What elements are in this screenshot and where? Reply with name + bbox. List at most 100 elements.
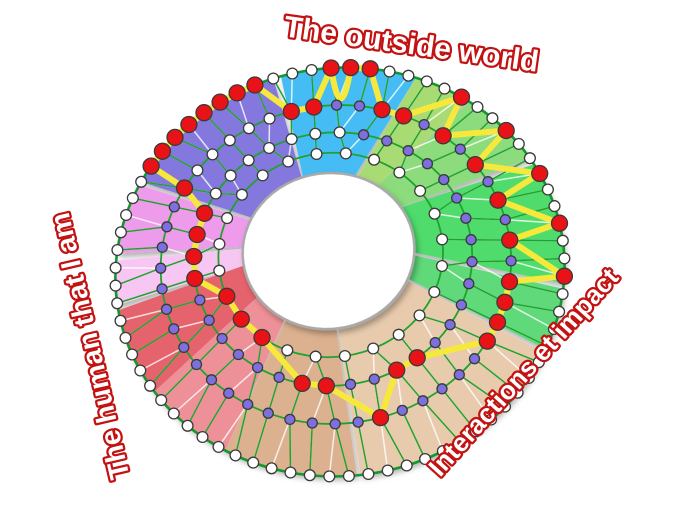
node-ring-1-19[interactable] [367,342,380,355]
node-ring-outer-45[interactable] [196,430,209,444]
node-ring-1-8[interactable] [256,169,269,182]
node-ring-3-32[interactable] [262,407,274,419]
node-ring-1-12[interactable] [213,264,226,277]
sector-green-light[interactable] [377,101,530,207]
sector-pink-light[interactable] [115,248,244,306]
node-ring-3-20[interactable] [168,201,180,213]
node-ring-outer-27[interactable] [153,142,172,160]
node-ring-outer-36[interactable] [111,297,124,310]
node-ring-3-5[interactable] [454,143,466,155]
node-ring-3-14[interactable] [263,112,276,125]
node-ring-outer-68[interactable] [553,305,566,318]
node-ring-outer-65[interactable] [532,356,545,369]
node-ring-3-16[interactable] [223,134,236,147]
node-ring-outer-32[interactable] [114,226,127,239]
node-ring-2-18[interactable] [186,269,204,288]
node-ring-3-11[interactable] [330,99,343,111]
sector-green-muted[interactable] [407,255,564,350]
node-ring-outer-23[interactable] [211,93,229,111]
node-ring-3-7[interactable] [418,118,430,131]
node-ring-2-25[interactable] [293,374,311,393]
node-ring-3-15[interactable] [242,122,255,135]
node-ring-outer-48[interactable] [247,456,260,469]
node-ring-1-14[interactable] [232,310,250,328]
node-ring-outer-4[interactable] [531,164,549,183]
node-ring-outer-28[interactable] [142,157,160,175]
node-ring-outer-15[interactable] [361,60,379,78]
node-ring-3-12[interactable] [305,98,323,116]
node-ring-3-46[interactable] [500,273,519,291]
node-ring-outer-30[interactable] [126,192,139,205]
node-ring-outer-6[interactable] [512,137,525,150]
node-ring-3-29[interactable] [205,374,218,386]
node-ring-outer-47[interactable] [229,449,242,462]
node-ring-2-22[interactable] [232,348,245,361]
node-ring-outer-41[interactable] [144,379,157,392]
node-ring-outer-61[interactable] [485,413,498,426]
node-ring-2-24[interactable] [273,371,285,383]
node-ring-outer-57[interactable] [419,452,432,466]
node-ring-outer-50[interactable] [284,466,297,479]
node-ring-3-34[interactable] [306,417,318,429]
node-ring-outer-34[interactable] [109,261,122,274]
node-ring-outer-29[interactable] [135,175,148,188]
node-ring-outer-59[interactable] [453,435,466,448]
node-ring-1-10[interactable] [221,212,234,225]
node-ring-2-34[interactable] [463,278,475,290]
node-ring-outer-60[interactable] [469,425,483,438]
node-ring-3-40[interactable] [436,383,448,395]
node-ring-outer-5[interactable] [523,152,536,165]
node-ring-2-6[interactable] [381,135,393,147]
node-ring-outer-8[interactable] [486,112,499,125]
node-ring-3-36[interactable] [352,416,364,428]
node-ring-3-2[interactable] [489,191,507,209]
node-ring-3-23[interactable] [155,262,167,274]
node-ring-1-9[interactable] [235,188,248,201]
node-ring-outer-39[interactable] [126,348,139,361]
node-ring-outer-20[interactable] [267,72,280,85]
node-ring-1-4[interactable] [368,153,381,166]
node-ring-2-0[interactable] [465,234,477,246]
node-ring-outer-9[interactable] [471,100,484,114]
node-ring-2-29[interactable] [388,361,406,379]
node-ring-outer-58[interactable] [436,445,449,458]
node-ring-3-1[interactable] [499,214,511,226]
node-ring-2-33[interactable] [455,299,468,311]
node-ring-2-26[interactable] [317,377,335,395]
node-ring-outer-14[interactable] [383,65,396,78]
node-ring-outer-7[interactable] [497,121,515,140]
node-ring-3-31[interactable] [242,398,254,411]
node-ring-3-44[interactable] [488,313,507,331]
node-ring-3-19[interactable] [175,179,194,197]
node-ring-outer-69[interactable] [556,287,569,301]
node-ring-3-22[interactable] [156,241,168,253]
node-ring-3-45[interactable] [496,293,514,311]
node-ring-outer-11[interactable] [438,82,451,95]
node-ring-3-39[interactable] [417,395,429,407]
node-ring-3-13[interactable] [282,102,300,121]
node-ring-outer-19[interactable] [286,67,299,80]
node-ring-1-22[interactable] [428,285,441,299]
node-ring-3-24[interactable] [156,283,168,295]
node-ring-outer-18[interactable] [305,63,318,77]
node-ring-2-11[interactable] [263,141,276,155]
node-ring-1-11[interactable] [213,237,226,251]
node-ring-outer-56[interactable] [400,459,413,472]
node-ring-3-18[interactable] [191,164,204,177]
node-ring-3-17[interactable] [206,148,219,161]
node-ring-2-3[interactable] [438,173,450,186]
node-ring-3-10[interactable] [353,100,366,112]
node-ring-3-38[interactable] [396,404,408,417]
node-ring-outer-25[interactable] [180,115,198,134]
node-ring-2-4[interactable] [421,158,434,170]
node-ring-outer-43[interactable] [167,407,180,420]
node-ring-3-41[interactable] [453,369,465,381]
node-ring-outer-10[interactable] [452,88,471,106]
node-ring-outer-64[interactable] [522,371,535,384]
node-ring-outer-33[interactable] [111,243,124,257]
node-ring-3-4[interactable] [466,155,484,174]
node-ring-outer-0[interactable] [556,234,569,247]
node-ring-outer-46[interactable] [212,440,225,453]
node-ring-outer-62[interactable] [498,400,512,413]
node-ring-outer-37[interactable] [114,314,127,327]
